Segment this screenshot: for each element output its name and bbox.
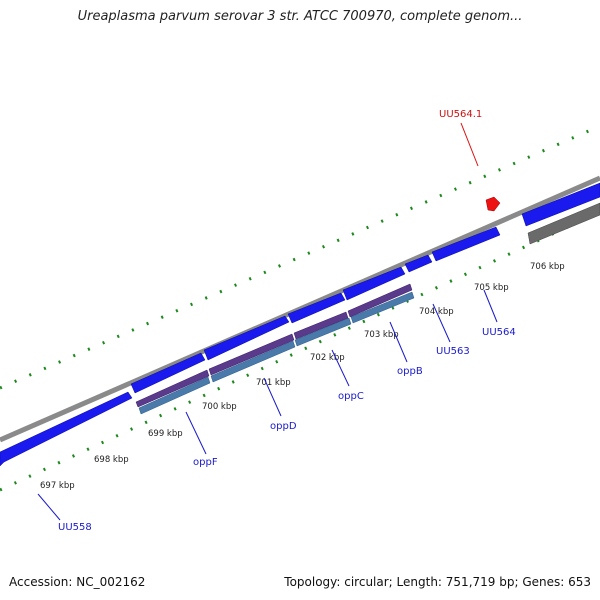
gene-label-line: [263, 377, 282, 417]
outer-tick-ring: [0, 124, 600, 390]
purple-feature[interactable]: [347, 283, 413, 318]
gene-arrow[interactable]: [130, 352, 206, 394]
gene-arrow[interactable]: [431, 226, 501, 262]
grey-feature[interactable]: [527, 202, 600, 245]
purple-feature[interactable]: [135, 369, 210, 408]
gene-label-uu563[interactable]: UU563: [436, 346, 470, 357]
tick-label: 699 kbp: [148, 429, 183, 439]
tick-label: 700 kbp: [202, 402, 237, 412]
page-title: Ureaplasma parvum serovar 3 str. ATCC 70…: [77, 9, 523, 24]
gene-label-line: [185, 411, 207, 455]
tick-label: 702 kbp: [310, 353, 345, 363]
purple-feature[interactable]: [293, 311, 349, 340]
tick-label: 706 kbp: [530, 262, 565, 272]
purple-feature[interactable]: [208, 333, 295, 376]
tick-label: 705 kbp: [474, 283, 509, 293]
gene-label-line: [389, 321, 408, 363]
gene-label-oppf[interactable]: oppF: [193, 457, 218, 468]
rna-marker[interactable]: [485, 196, 501, 212]
rna-label-line: [460, 122, 479, 167]
gene-label-oppd[interactable]: oppD: [270, 421, 297, 432]
gene-arrow[interactable]: [0, 391, 133, 467]
tick-label: 697 kbp: [40, 481, 75, 491]
rna-label[interactable]: UU564.1: [439, 109, 482, 120]
steel-feature[interactable]: [350, 291, 415, 324]
steel-feature[interactable]: [138, 376, 211, 415]
gene-label-uu558[interactable]: UU558: [58, 522, 92, 533]
gene-arrow[interactable]: [342, 266, 406, 301]
gene-label-line: [331, 349, 350, 387]
steel-feature[interactable]: [294, 317, 352, 347]
accession-text: Accession: NC_002162: [9, 575, 146, 589]
inner-tick-ring: [0, 210, 600, 492]
gene-label-oppc[interactable]: oppC: [338, 391, 364, 402]
genome-summary: Topology: circular; Length: 751,719 bp; …: [284, 575, 591, 589]
gene-arrow[interactable]: [203, 315, 290, 361]
tick-label: 698 kbp: [94, 455, 129, 465]
gene-arrow[interactable]: [521, 182, 600, 227]
gene-label-oppb[interactable]: oppB: [397, 366, 423, 377]
steel-feature[interactable]: [210, 340, 296, 383]
gene-arrow[interactable]: [287, 292, 346, 324]
gene-label-line: [483, 289, 498, 323]
gene-arrow[interactable]: [404, 254, 433, 273]
tick-label: 701 kbp: [256, 378, 291, 388]
gene-label-uu564[interactable]: UU564: [482, 327, 516, 338]
gene-label-line: [37, 493, 61, 521]
tick-label: 703 kbp: [364, 330, 399, 340]
gene-label-line: [432, 303, 451, 343]
